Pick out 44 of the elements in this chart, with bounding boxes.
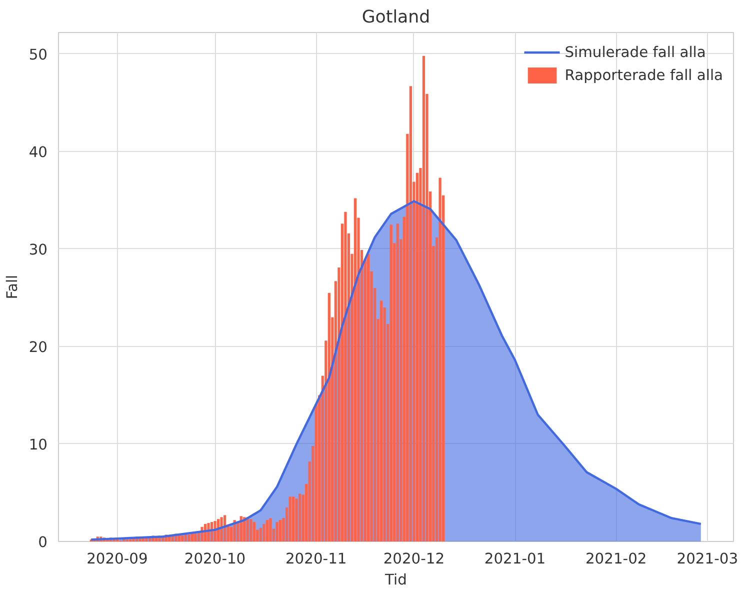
bar (188, 534, 190, 542)
x-axis-title: Tid (384, 572, 407, 588)
bar (396, 224, 399, 542)
bar (220, 517, 223, 542)
y-tick-label: 30 (28, 241, 48, 258)
bar (390, 224, 392, 542)
bar (250, 519, 252, 542)
legend-label: Simulerade fall alla (564, 44, 706, 60)
bar (354, 198, 357, 542)
bar (262, 524, 266, 542)
bar (422, 56, 426, 542)
x-tick-label: 2020-10 (184, 550, 246, 568)
bar (259, 528, 262, 542)
bar (269, 518, 272, 542)
bar (298, 494, 302, 542)
bar (344, 212, 347, 542)
chart-title: Gotland (362, 8, 430, 28)
x-tick-label: 2020-09 (86, 550, 148, 568)
y-axis-title: Fall (4, 274, 21, 300)
bar (288, 496, 292, 542)
bar (266, 520, 268, 542)
bar (292, 496, 295, 542)
y-tick-label: 50 (28, 46, 48, 64)
x-tick-label: 2021-01 (484, 550, 546, 568)
y-tick-label: 40 (28, 144, 48, 161)
bar (366, 254, 370, 542)
x-tick-label: 2020-11 (285, 550, 347, 568)
bar (181, 536, 184, 542)
bar (328, 292, 330, 542)
bar (380, 300, 383, 542)
bar (214, 521, 216, 542)
y-tick-label: 0 (38, 534, 48, 551)
bar (438, 178, 442, 542)
y-tick-label: 10 (28, 436, 48, 454)
x-tick-label: 2021-03 (676, 550, 738, 568)
bar (409, 86, 412, 542)
x-tick-label: 2020-12 (383, 550, 445, 568)
bar (276, 522, 278, 542)
y-tick-label: 20 (28, 338, 48, 356)
legend-label: Rapporterade fall alla (564, 66, 723, 84)
x-tick-label: 2021-02 (585, 550, 647, 568)
bar (194, 534, 197, 542)
bar (278, 520, 282, 542)
bar (252, 522, 256, 542)
